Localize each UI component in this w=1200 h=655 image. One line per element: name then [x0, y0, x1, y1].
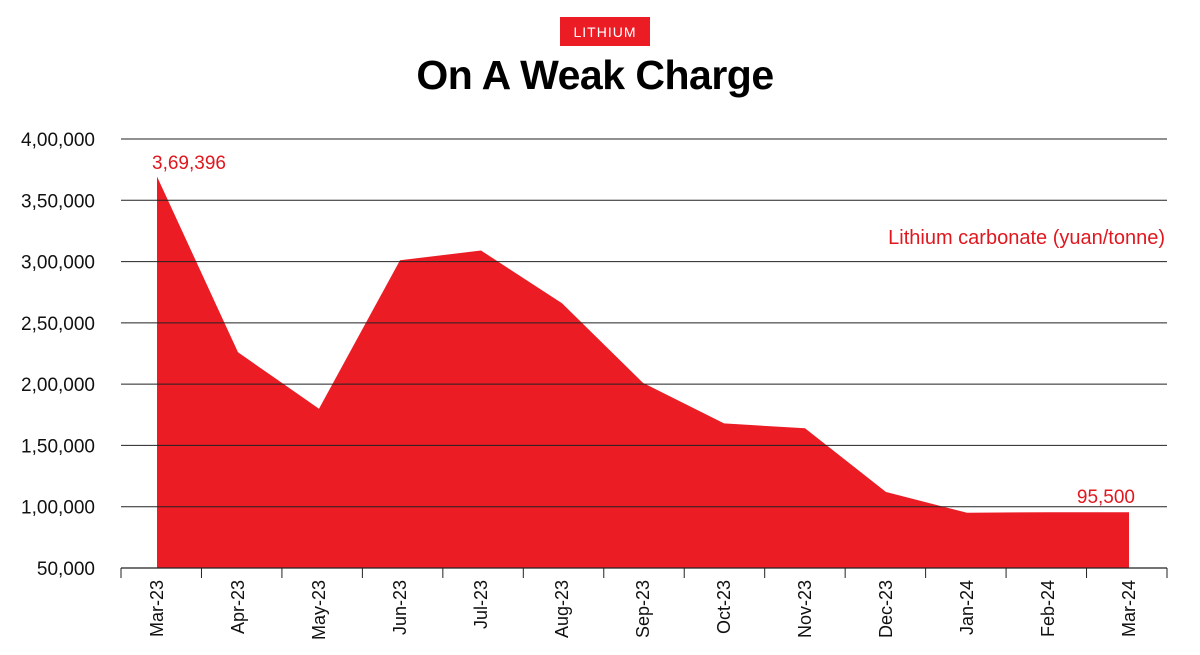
x-tick-label: May-23 [309, 580, 329, 640]
data-label-peak: 3,69,396 [152, 153, 226, 174]
series-area [157, 176, 1129, 568]
y-tick-label: 4,00,000 [21, 130, 95, 151]
x-tick-label: Dec-23 [876, 580, 896, 638]
x-tick-label: Aug-23 [552, 580, 572, 638]
x-tick-label: Jan-24 [957, 580, 977, 635]
x-tick-label: Jun-23 [390, 580, 410, 635]
y-tick-label: 3,00,000 [21, 253, 95, 274]
y-tick-label: 1,00,000 [21, 498, 95, 519]
series-label: Lithium carbonate (yuan/tonne) [888, 227, 1165, 249]
y-tick-label: 3,50,000 [21, 191, 95, 212]
x-tick-label: Oct-23 [714, 580, 734, 634]
x-tick-label: Sep-23 [633, 580, 653, 638]
y-tick-label: 2,00,000 [21, 375, 95, 396]
category-tag: LITHIUM [560, 17, 650, 46]
x-tick-label: Nov-23 [795, 580, 815, 638]
y-tick-label: 1,50,000 [21, 436, 95, 457]
x-tick-label: Apr-23 [228, 580, 248, 634]
y-tick-label: 2,50,000 [21, 314, 95, 335]
chart-title: On A Weak Charge [416, 52, 774, 98]
x-tick-label: Mar-23 [147, 580, 167, 637]
x-tick-label: Jul-23 [471, 580, 491, 629]
x-tick-label: Feb-24 [1038, 580, 1058, 637]
x-tick-label: Mar-24 [1119, 580, 1139, 637]
y-tick-label: 50,000 [37, 559, 95, 580]
data-label-last: 95,500 [1077, 487, 1135, 508]
